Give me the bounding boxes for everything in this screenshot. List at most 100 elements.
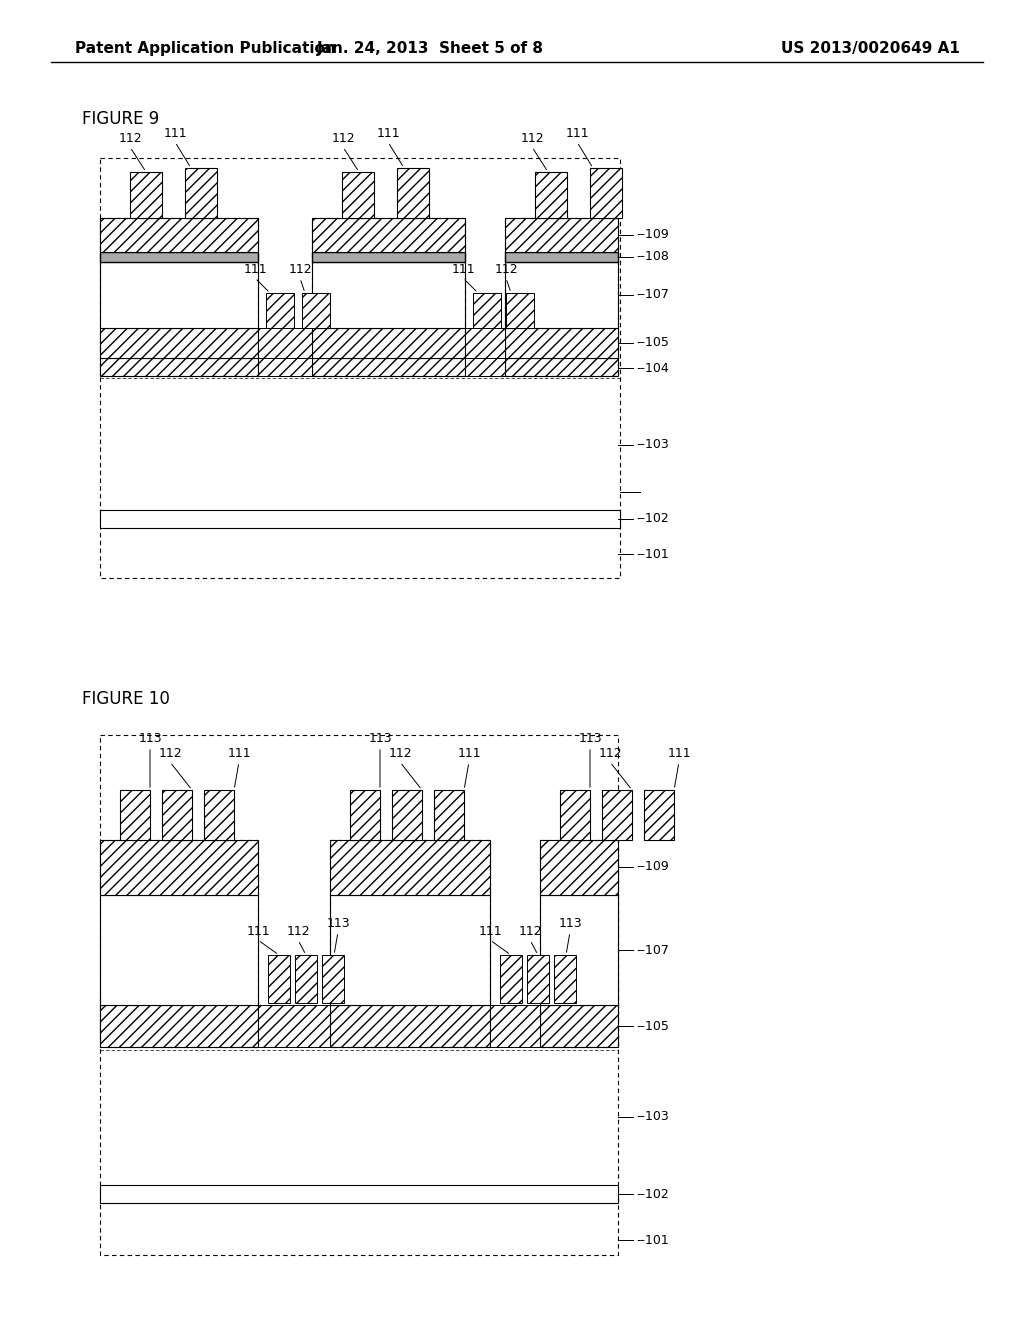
Text: --105: --105 bbox=[636, 1019, 669, 1032]
Text: 112: 112 bbox=[388, 747, 412, 760]
Text: Patent Application Publication: Patent Application Publication bbox=[75, 41, 336, 55]
Bar bbox=[392, 789, 422, 840]
Bar bbox=[100, 327, 258, 358]
Bar bbox=[312, 218, 465, 252]
Bar bbox=[268, 954, 290, 1003]
Text: 113: 113 bbox=[579, 733, 602, 744]
Bar bbox=[100, 1005, 258, 1047]
Text: 113: 113 bbox=[138, 733, 162, 744]
Text: --101: --101 bbox=[636, 548, 669, 561]
Text: 112: 112 bbox=[518, 925, 542, 939]
Text: 112: 112 bbox=[288, 263, 312, 276]
Text: 111: 111 bbox=[457, 747, 481, 760]
Bar bbox=[130, 172, 162, 218]
Bar bbox=[350, 789, 380, 840]
Bar bbox=[312, 261, 465, 327]
Bar bbox=[554, 954, 575, 1003]
Bar bbox=[100, 840, 258, 895]
Bar bbox=[490, 1005, 540, 1047]
Text: US 2013/0020649 A1: US 2013/0020649 A1 bbox=[781, 41, 961, 55]
Text: --102: --102 bbox=[636, 1188, 669, 1200]
Text: FIGURE 10: FIGURE 10 bbox=[82, 690, 170, 708]
Bar bbox=[100, 158, 620, 578]
Bar bbox=[100, 1185, 618, 1203]
Bar bbox=[258, 1005, 330, 1047]
Bar bbox=[258, 895, 330, 1005]
Bar bbox=[312, 218, 465, 376]
Text: 111: 111 bbox=[668, 747, 691, 760]
Bar bbox=[465, 261, 505, 327]
Bar bbox=[258, 358, 312, 376]
Bar bbox=[100, 840, 258, 1047]
Text: Jan. 24, 2013  Sheet 5 of 8: Jan. 24, 2013 Sheet 5 of 8 bbox=[316, 41, 544, 55]
Text: --109: --109 bbox=[636, 861, 669, 874]
Text: 112: 112 bbox=[158, 747, 182, 760]
Bar bbox=[330, 840, 490, 895]
Bar bbox=[266, 293, 294, 327]
Bar bbox=[258, 327, 312, 358]
Bar bbox=[500, 954, 522, 1003]
Bar bbox=[505, 261, 618, 327]
Bar bbox=[540, 1005, 618, 1047]
Bar bbox=[560, 789, 590, 840]
Text: 113: 113 bbox=[558, 917, 582, 931]
Bar bbox=[644, 789, 674, 840]
Text: 112: 112 bbox=[520, 132, 544, 145]
Text: 113: 113 bbox=[369, 733, 392, 744]
Bar bbox=[330, 840, 490, 1047]
Bar bbox=[527, 954, 549, 1003]
Bar bbox=[312, 327, 465, 358]
Bar bbox=[330, 1005, 490, 1047]
Text: FIGURE 9: FIGURE 9 bbox=[82, 110, 160, 128]
Bar bbox=[602, 789, 632, 840]
Bar bbox=[490, 895, 540, 1005]
Bar bbox=[100, 358, 258, 376]
Text: 111: 111 bbox=[452, 263, 475, 276]
Text: --103: --103 bbox=[636, 438, 669, 451]
Bar bbox=[505, 358, 618, 376]
Bar bbox=[302, 293, 330, 327]
Bar bbox=[100, 218, 258, 252]
Text: 112: 112 bbox=[331, 132, 354, 145]
Text: --107: --107 bbox=[636, 944, 669, 957]
Text: 113: 113 bbox=[327, 917, 350, 931]
Bar bbox=[258, 261, 312, 327]
Text: 112: 112 bbox=[118, 132, 141, 145]
Bar bbox=[295, 954, 317, 1003]
Text: --107: --107 bbox=[636, 289, 669, 301]
Bar bbox=[100, 895, 258, 1005]
Bar bbox=[312, 358, 465, 376]
Bar bbox=[120, 789, 150, 840]
Text: 111: 111 bbox=[227, 747, 251, 760]
Bar bbox=[342, 172, 374, 218]
Bar bbox=[100, 218, 258, 376]
Text: 112: 112 bbox=[495, 263, 518, 276]
Bar bbox=[473, 293, 501, 327]
Text: --105: --105 bbox=[636, 337, 669, 350]
Text: 112: 112 bbox=[598, 747, 622, 760]
Bar bbox=[540, 840, 618, 895]
Bar bbox=[322, 954, 344, 1003]
Bar bbox=[505, 327, 618, 358]
Bar bbox=[100, 252, 258, 261]
Text: --102: --102 bbox=[636, 512, 669, 525]
Text: 112: 112 bbox=[286, 925, 310, 939]
Bar bbox=[465, 358, 505, 376]
Bar bbox=[100, 735, 618, 1255]
Bar bbox=[590, 168, 622, 218]
Bar bbox=[397, 168, 429, 218]
Bar bbox=[465, 327, 505, 358]
Bar bbox=[100, 510, 620, 528]
Bar bbox=[506, 293, 534, 327]
Bar bbox=[204, 789, 234, 840]
Text: --108: --108 bbox=[636, 251, 669, 264]
Bar bbox=[540, 895, 618, 1005]
Bar bbox=[505, 218, 618, 252]
Bar bbox=[162, 789, 193, 840]
Bar bbox=[505, 218, 618, 376]
Bar bbox=[185, 168, 217, 218]
Bar bbox=[330, 895, 490, 1005]
Text: --103: --103 bbox=[636, 1110, 669, 1123]
Bar bbox=[535, 172, 567, 218]
Text: 111: 111 bbox=[246, 925, 269, 939]
